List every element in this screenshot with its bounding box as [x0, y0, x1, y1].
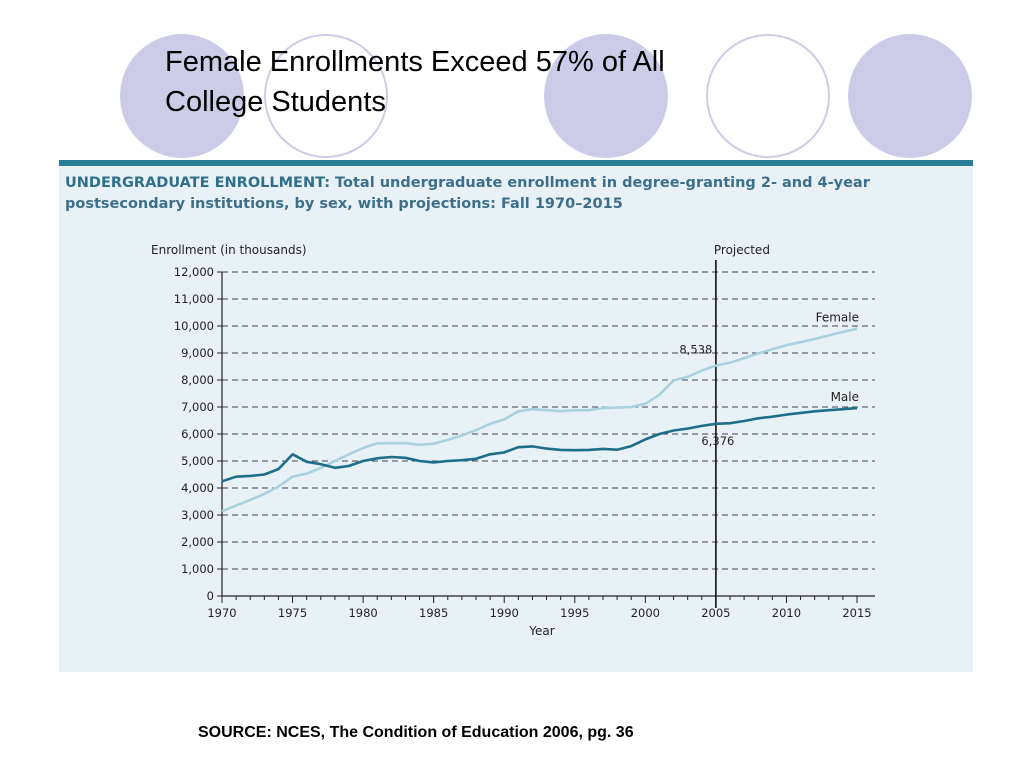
projection-label: Projected: [714, 243, 770, 257]
panel-heading: UNDERGRADUATE ENROLLMENT: Total undergra…: [65, 173, 969, 215]
decor-circle-4: [706, 34, 830, 158]
series-label-female: Female: [816, 311, 859, 325]
y-tick-label: 3,000: [181, 508, 214, 522]
enrollment-line-chart: 0 1,000 2,000 3,000 4,000 5,000 6,000 7,000 8,00…: [151, 243, 875, 638]
slide-title-line-2: College Students: [165, 86, 386, 118]
y-tick-label: 7,000: [181, 400, 214, 414]
slide-title-line-1: Female Enrollments Exceed 57% of All: [165, 46, 665, 78]
series-label-male: Male: [831, 390, 859, 404]
y-tick-label: 11,000: [174, 292, 214, 306]
x-tick-label: 1985: [419, 606, 448, 620]
x-tick-label: 1980: [348, 606, 377, 620]
y-tick-label: 4,000: [181, 481, 214, 495]
y-axis-title: Enrollment (in thousands): [151, 243, 307, 257]
decor-circle-5: [848, 34, 972, 158]
y-tick-label: 10,000: [174, 319, 214, 333]
series-line-male: [221, 406, 858, 483]
panel-heading-text: Total undergraduate enrollment in degree…: [65, 175, 870, 212]
panel-heading-lead: UNDERGRADUATE ENROLLMENT:: [65, 175, 330, 191]
chart-panel: UNDERGRADUATE ENROLLMENT: Total undergra…: [59, 160, 973, 672]
data-label: 6,376: [701, 434, 734, 448]
x-tick-label: 1970: [207, 606, 236, 620]
x-tick-label: 2015: [842, 606, 871, 620]
y-tick-label: 0: [207, 589, 214, 603]
slide-title: Female Enrollments Exceed 57% of All Col…: [165, 42, 805, 122]
decor-circle-1: [120, 34, 244, 158]
x-tick-label: 2010: [772, 606, 801, 620]
panel-accent-bar: [59, 160, 973, 166]
decor-circle-3: [544, 34, 668, 158]
decor-circle-2: [264, 34, 388, 158]
y-tick-label: 1,000: [181, 562, 214, 576]
x-tick-label: 1975: [278, 606, 307, 620]
source-note: SOURCE: NCES, The Condition of Education…: [198, 724, 634, 741]
x-axis-title: Year: [528, 624, 554, 638]
y-tick-label: 5,000: [181, 454, 214, 468]
y-tick-label: 2,000: [181, 535, 214, 549]
data-label: 8,538: [679, 342, 712, 356]
x-tick-label: 2000: [631, 606, 660, 620]
y-tick-label: 9,000: [181, 346, 214, 360]
series-line-female: [221, 327, 858, 513]
x-tick-label: 1995: [560, 606, 589, 620]
x-tick-label: 1990: [490, 606, 519, 620]
y-tick-label: 8,000: [181, 373, 214, 387]
x-tick-label: 2005: [701, 606, 730, 620]
y-tick-label: 6,000: [181, 427, 214, 441]
y-tick-label: 12,000: [174, 265, 214, 279]
